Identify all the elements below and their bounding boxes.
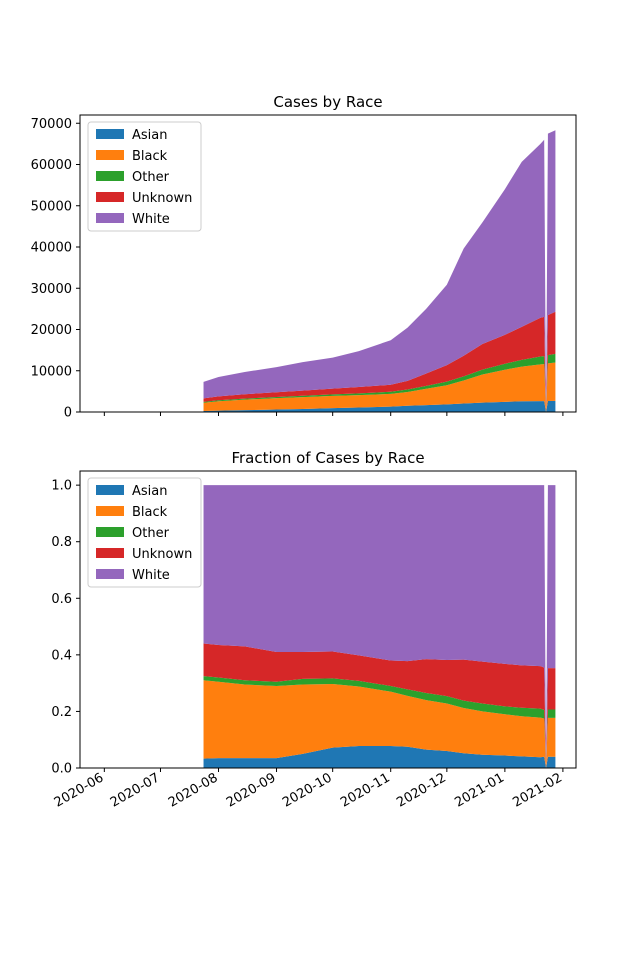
y-axis: 0.0 0.2 0.4 0.6 0.8 1.0: [51, 479, 80, 777]
legend-swatch-unknown: [96, 548, 124, 558]
area-asian: [203, 400, 556, 412]
area-unknown: [203, 311, 556, 412]
legend-label-other: Other: [132, 170, 170, 185]
y-axis: 0 10000 20000 30000 40000 50000 60000 70000: [31, 117, 80, 421]
legend: Asian Black Other Unknown White: [87, 477, 202, 588]
legend-label-unknown: Unknown: [132, 191, 192, 206]
legend-label-asian: Asian: [132, 484, 167, 499]
legend-label-unknown: Unknown: [132, 547, 192, 562]
legend-swatch-black: [96, 150, 124, 160]
y-tick-label: 0.4: [51, 648, 72, 663]
y-tick-label: 30000: [31, 282, 72, 297]
legend-swatch-white: [96, 213, 124, 223]
legend-label-other: Other: [132, 526, 170, 541]
x-axis: [103, 412, 564, 416]
legend-label-white: White: [132, 212, 170, 227]
legend-swatch-asian: [96, 485, 124, 495]
legend-frame: [87, 477, 202, 588]
area-white: [203, 485, 556, 768]
area-layer: [203, 130, 556, 412]
y-tick-label: 10000: [31, 364, 72, 379]
area-black: [203, 362, 556, 412]
legend-swatch-white: [96, 569, 124, 579]
legend-swatch-other: [96, 527, 124, 537]
chart-title: Fraction of Cases by Race: [231, 449, 424, 467]
legend-swatch-other: [96, 171, 124, 181]
legend-frame: [87, 121, 202, 232]
chart-title: Cases by Race: [273, 93, 382, 111]
legend-label-asian: Asian: [132, 128, 167, 143]
y-tick-label: 50000: [31, 199, 72, 214]
y-tick-label: 20000: [31, 323, 72, 338]
area-white: [203, 130, 556, 412]
plot-frame: [79, 114, 577, 413]
area-black: [203, 680, 556, 768]
legend-swatch-asian: [96, 129, 124, 139]
y-tick-label: 0.6: [51, 592, 72, 607]
legend-label-black: Black: [132, 505, 168, 520]
y-tick-label: 60000: [31, 158, 72, 173]
y-tick-label: 40000: [31, 241, 72, 256]
y-tick-label: 0.8: [51, 535, 72, 550]
area-unknown: [203, 643, 556, 768]
area-other: [203, 353, 556, 412]
y-tick-label: 1.0: [51, 479, 72, 494]
chart-cases-by-race: Cases by Race 0 10000 20000 30000 40000 50000…: [31, 93, 577, 421]
legend: Asian Black Other Unknown White: [87, 121, 202, 232]
legend-label-black: Black: [132, 149, 168, 164]
plot-frame: [79, 470, 577, 769]
area-asian: [203, 745, 556, 768]
y-tick-label: 0.2: [51, 705, 72, 720]
y-tick-label: 70000: [31, 117, 72, 132]
legend-swatch-black: [96, 506, 124, 516]
y-tick-label: 0.0: [51, 762, 72, 777]
legend-swatch-unknown: [96, 192, 124, 202]
y-tick-label: 0: [64, 406, 72, 421]
area-layer: [203, 485, 556, 768]
legend-label-white: White: [132, 568, 170, 583]
